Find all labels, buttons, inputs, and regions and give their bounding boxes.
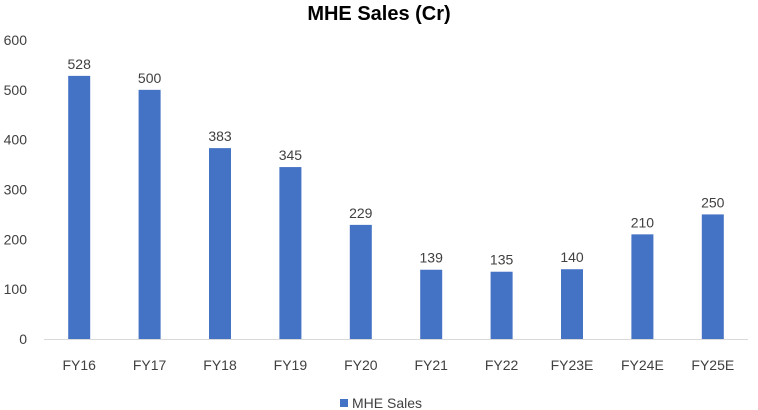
y-tick-label: 400 <box>4 132 28 148</box>
data-labels: 528 500 383 345 229 139 135 140 210 250 <box>68 56 725 268</box>
data-label: 210 <box>631 214 655 230</box>
legend-label: MHE Sales <box>352 395 422 410</box>
x-tick-label: FY21 <box>414 357 448 373</box>
y-tick-label: 100 <box>4 281 28 297</box>
x-tick-label: FY22 <box>485 357 519 373</box>
y-tick-label: 200 <box>4 231 28 247</box>
x-tick-label: FY18 <box>203 357 237 373</box>
data-label: 250 <box>701 194 725 210</box>
x-tick-label: FY17 <box>133 357 167 373</box>
legend: MHE Sales <box>340 395 422 410</box>
data-label: 345 <box>279 147 303 163</box>
data-label: 528 <box>68 56 92 72</box>
data-label: 135 <box>490 252 514 268</box>
data-label: 229 <box>349 205 373 221</box>
bar <box>349 224 372 339</box>
x-tick-label: FY24E <box>621 357 664 373</box>
x-tick-label: FY23E <box>551 357 594 373</box>
bar <box>490 271 513 339</box>
y-tick-label: 600 <box>4 32 28 48</box>
data-label: 383 <box>208 128 232 144</box>
x-tick-label: FY20 <box>344 357 378 373</box>
data-label: 140 <box>560 249 584 265</box>
bar <box>68 75 91 339</box>
bar <box>138 89 161 339</box>
data-label: 500 <box>138 70 162 86</box>
y-axis-ticks: 0 100 200 300 400 500 600 <box>4 32 28 347</box>
bars <box>68 75 724 339</box>
y-tick-label: 300 <box>4 182 28 198</box>
legend-swatch <box>340 399 348 407</box>
x-tick-label: FY19 <box>274 357 308 373</box>
bar <box>209 148 231 339</box>
bar <box>631 234 654 339</box>
bar <box>279 167 302 339</box>
y-tick-label: 500 <box>4 82 28 98</box>
bar <box>561 269 583 339</box>
x-tick-label: FY25E <box>691 357 734 373</box>
bar <box>420 269 443 339</box>
chart-title: MHE Sales (Cr) <box>307 3 450 25</box>
x-axis-ticks: FY16 FY17 FY18 FY19 FY20 FY21 FY22 FY23E FY24E FY… <box>62 357 734 373</box>
y-tick-label: 0 <box>19 331 27 347</box>
bar <box>701 214 724 339</box>
x-tick-label: FY16 <box>62 357 96 373</box>
data-label: 139 <box>420 250 444 266</box>
